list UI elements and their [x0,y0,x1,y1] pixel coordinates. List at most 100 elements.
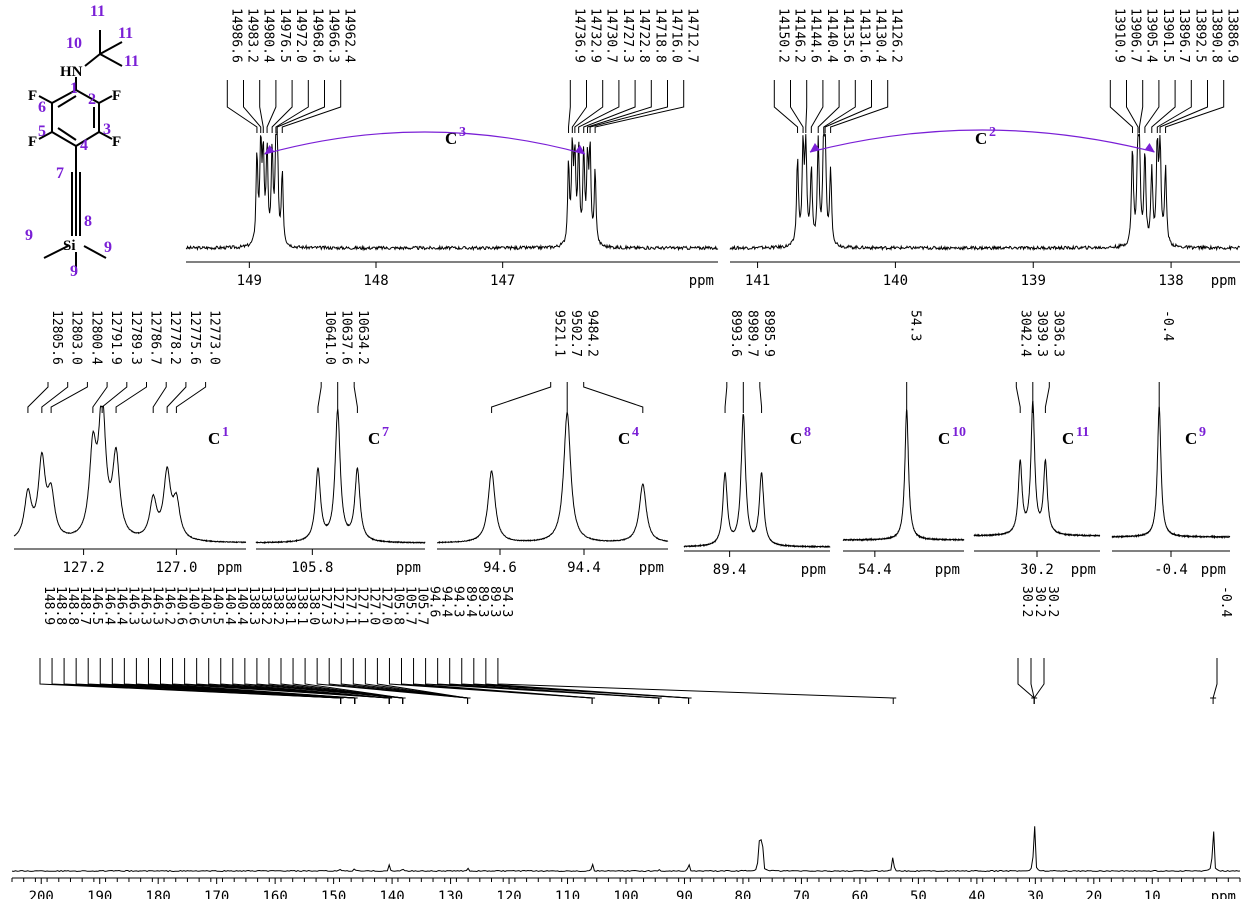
atom-number: 4 [80,137,88,154]
spectrum-trace [185,131,719,252]
molecule-labels: HN F F F F Si [28,64,121,254]
peak-label: 10641.0 [322,310,337,365]
tick-label: 90 [676,889,693,899]
peak-leader [75,658,342,704]
assignment-number: 10 [952,425,966,440]
coupling-arrow [809,129,1155,153]
bond [98,131,113,140]
atom-number: 7 [56,165,64,182]
peak-leader [304,658,404,704]
bond [38,131,53,140]
peak-leader [1165,80,1225,133]
peak-leader [271,80,293,133]
atom-label-si: Si [63,238,76,254]
spectrum-c3: 149 148 147 ppm 14986.6 14983.2 14980.4 14976.5… [185,8,719,289]
peak-label: 94.3 [451,586,466,617]
atom-label-nh: HN [60,64,83,80]
unit-label: ppm [1201,562,1226,578]
peak-label: 14135.6 [840,8,855,63]
peak-label: 13901.5 [1160,8,1175,63]
unit-label: ppm [801,562,826,578]
peak-label: 14140.4 [824,8,839,63]
tick-label: 170 [204,889,229,899]
peak-leader [1212,658,1218,704]
assignment-label: C [1185,429,1197,448]
peak-label: 140.5 [210,586,225,625]
tick-label: 30 [1027,889,1044,899]
tick-label: 140 [379,889,404,899]
peak-leader [810,80,824,133]
peak-label: 14727.3 [620,8,635,63]
unit-label: ppm [639,560,664,576]
atom-number: 2 [88,91,96,108]
peak-label: 13890.8 [1209,8,1224,63]
peak-label: 9484.2 [585,310,600,357]
peak-label: 14736.9 [571,8,586,63]
tick-label: 138 [1158,273,1183,289]
peak-label: 14968.6 [309,8,324,63]
unit-label: ppm [1071,562,1096,578]
peak-label: 14722.8 [636,8,651,63]
bond [99,53,123,67]
tick-label: 100 [613,889,638,899]
peak-label: 127.0 [366,586,381,625]
peak-label: 14146.2 [792,8,807,63]
peak-leader [1126,80,1139,133]
assignment-label: C [618,429,630,448]
peak-label: 138.3 [246,586,261,625]
peak-label: 89.3 [475,586,490,617]
peak-label: 14144.6 [808,8,823,63]
unit-label: ppm [396,560,421,576]
peak-label: 146.3 [149,586,164,625]
peak-leader [568,80,571,133]
bond [51,89,77,104]
unit-label: ppm [935,562,960,578]
atom-number: 5 [38,123,46,140]
peak-leader [317,382,322,413]
tick-label: 148 [363,273,388,289]
spectrum-trace [683,413,831,549]
peak-label: 14131.6 [856,8,871,63]
tick-label: 54.4 [858,562,892,578]
assignment-label: C [975,129,987,148]
peak-leader [437,658,660,704]
tick-label: 127.2 [63,560,105,576]
bond [75,131,100,147]
bond [75,89,100,104]
peak-label: 148.8 [53,586,68,625]
molecule-structure [38,30,123,274]
peak-label: 146.5 [89,586,104,625]
atom-label-f: F [28,134,37,150]
tick-label: 130 [438,889,463,899]
peak-leader [824,80,872,133]
spectrum-c11: 30.2 ppm 3042.4 3039.3 3036.3 C 11 [973,310,1101,578]
spectrum-c4: 94.6 94.4 ppm 9521.1 9502.7 9484.2 C 4 [437,310,669,576]
bond [43,245,69,259]
tick-label: 20 [1085,889,1102,899]
peak-leader [208,658,390,704]
peak-leader [790,80,804,133]
peak-label: 8989.7 [744,310,759,357]
peak-leader [152,382,167,413]
peak-label: 12773.0 [207,310,222,365]
peak-label: 89.4 [463,586,478,617]
peak-leader [449,658,660,704]
unit-label: ppm [1211,273,1236,289]
bond [99,41,123,55]
peak-leader [340,658,469,704]
peak-leader [92,382,108,413]
peak-leader [1033,658,1045,704]
peak-leader [1138,80,1144,133]
unit-label: ppm [1211,889,1236,899]
peak-label: 14986.6 [228,8,243,63]
atom-number: 9 [70,263,78,280]
spectrum-trace [729,132,1240,252]
assignment-number: 8 [804,425,811,440]
arrow-head [1144,143,1155,152]
peak-label: 8985.9 [761,310,776,357]
peak-leader [243,80,262,133]
spectrum-c8: 89.4 ppm 8993.6 8989.7 8985.9 C 8 [683,310,831,578]
tick-label: 190 [87,889,112,899]
